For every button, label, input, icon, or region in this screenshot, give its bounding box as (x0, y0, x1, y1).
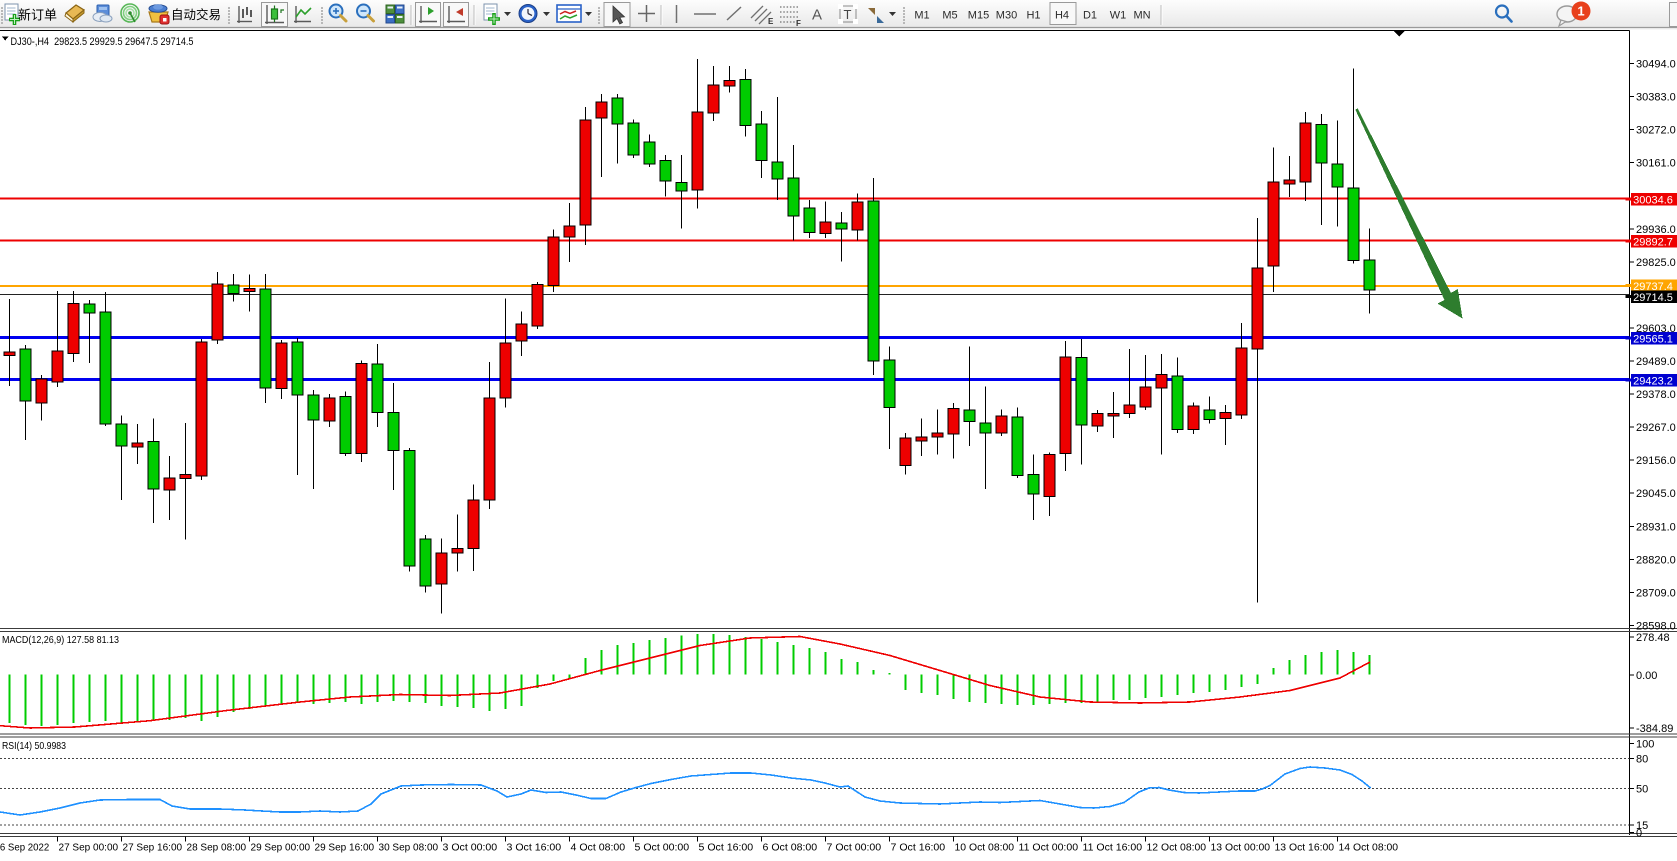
svg-text:11 Oct 16:00: 11 Oct 16:00 (1083, 843, 1143, 854)
svg-text:29737.4: 29737.4 (1633, 281, 1673, 293)
svg-text:29267.0: 29267.0 (1636, 422, 1676, 434)
svg-text:28709.0: 28709.0 (1636, 588, 1676, 600)
svg-text:4 Oct 08:00: 4 Oct 08:00 (571, 843, 626, 854)
svg-text:29936.0: 29936.0 (1636, 224, 1676, 236)
svg-text:13 Oct 00:00: 13 Oct 00:00 (1211, 843, 1271, 854)
svg-text:D1: D1 (1083, 10, 1097, 22)
svg-text:0: 0 (1636, 828, 1642, 840)
svg-text:28931.0: 28931.0 (1636, 522, 1676, 534)
svg-text:29156.0: 29156.0 (1636, 455, 1676, 467)
svg-text:0.00: 0.00 (1636, 670, 1657, 682)
svg-text:30272.0: 30272.0 (1636, 125, 1676, 137)
svg-text:28820.0: 28820.0 (1636, 555, 1676, 567)
svg-text:W1: W1 (1110, 10, 1127, 22)
svg-text:RSI(14) 50.9983: RSI(14) 50.9983 (2, 740, 66, 752)
svg-text:29 Sep 00:00: 29 Sep 00:00 (251, 843, 311, 854)
svg-text:28598.0: 28598.0 (1636, 621, 1676, 633)
svg-text:MN: MN (1133, 10, 1150, 22)
svg-text:15: 15 (1636, 820, 1648, 832)
svg-text:12 Oct 08:00: 12 Oct 08:00 (1147, 843, 1207, 854)
svg-text:6 Oct 08:00: 6 Oct 08:00 (763, 843, 818, 854)
svg-text:29045.0: 29045.0 (1636, 488, 1676, 500)
svg-text:M15: M15 (968, 10, 989, 22)
svg-text:14 Oct 08:00: 14 Oct 08:00 (1339, 843, 1399, 854)
svg-text:3 Oct 16:00: 3 Oct 16:00 (507, 843, 562, 854)
svg-text:M5: M5 (942, 10, 957, 22)
svg-text:11 Oct 00:00: 11 Oct 00:00 (1019, 843, 1079, 854)
svg-text:F: F (796, 19, 801, 28)
svg-text:28 Sep 08:00: 28 Sep 08:00 (187, 843, 247, 854)
svg-text:H4: H4 (1055, 10, 1069, 22)
svg-text:30034.6: 30034.6 (1633, 195, 1673, 207)
svg-text:27 Sep 16:00: 27 Sep 16:00 (123, 843, 183, 854)
svg-text:5 Oct 16:00: 5 Oct 16:00 (699, 843, 754, 854)
svg-text:A: A (812, 7, 822, 24)
svg-text:MACD(12,26,9) 127.58 81.13: MACD(12,26,9) 127.58 81.13 (2, 634, 119, 646)
svg-text:13 Oct 16:00: 13 Oct 16:00 (1275, 843, 1335, 854)
svg-text:30 Sep 08:00: 30 Sep 08:00 (379, 843, 439, 854)
svg-text:7 Oct 00:00: 7 Oct 00:00 (827, 843, 882, 854)
svg-text:自动交易: 自动交易 (171, 7, 221, 22)
svg-text:27 Sep 00:00: 27 Sep 00:00 (59, 843, 119, 854)
svg-text:29892.7: 29892.7 (1633, 237, 1673, 249)
svg-text:29565.1: 29565.1 (1633, 334, 1673, 346)
svg-text:29 Sep 16:00: 29 Sep 16:00 (315, 843, 375, 854)
svg-text:T: T (844, 7, 852, 22)
svg-text:30494.0: 30494.0 (1636, 59, 1676, 71)
svg-text:29714.5: 29714.5 (1633, 292, 1673, 304)
svg-text:50: 50 (1636, 784, 1648, 796)
svg-text:26 Sep 2022: 26 Sep 2022 (0, 843, 50, 854)
svg-text:29489.0: 29489.0 (1636, 356, 1676, 368)
svg-text:278.48: 278.48 (1636, 632, 1670, 644)
svg-text:M30: M30 (996, 10, 1017, 22)
svg-text:10 Oct 08:00: 10 Oct 08:00 (955, 843, 1015, 854)
svg-text:29825.0: 29825.0 (1636, 257, 1676, 269)
svg-text:-384.89: -384.89 (1636, 723, 1673, 735)
svg-text:80: 80 (1636, 754, 1648, 766)
svg-text:30161.0: 30161.0 (1636, 158, 1676, 170)
svg-text:E: E (768, 17, 774, 26)
svg-text:M1: M1 (914, 10, 929, 22)
svg-text:5 Oct 00:00: 5 Oct 00:00 (635, 843, 690, 854)
svg-text:3 Oct 00:00: 3 Oct 00:00 (443, 843, 498, 854)
svg-text:新订单: 新订单 (18, 8, 57, 23)
svg-text:100: 100 (1636, 739, 1654, 751)
svg-text:H1: H1 (1026, 10, 1040, 22)
svg-text:29423.2: 29423.2 (1633, 376, 1673, 388)
svg-text:7 Oct 16:00: 7 Oct 16:00 (891, 843, 946, 854)
svg-text:DJ30-,H4 29823.5 29929.5 2964: DJ30-,H4 29823.5 29929.5 29647.5 29714.5 (11, 36, 194, 48)
svg-text:30383.0: 30383.0 (1636, 92, 1676, 104)
svg-text:1: 1 (1577, 4, 1584, 19)
svg-text:29378.0: 29378.0 (1636, 389, 1676, 401)
